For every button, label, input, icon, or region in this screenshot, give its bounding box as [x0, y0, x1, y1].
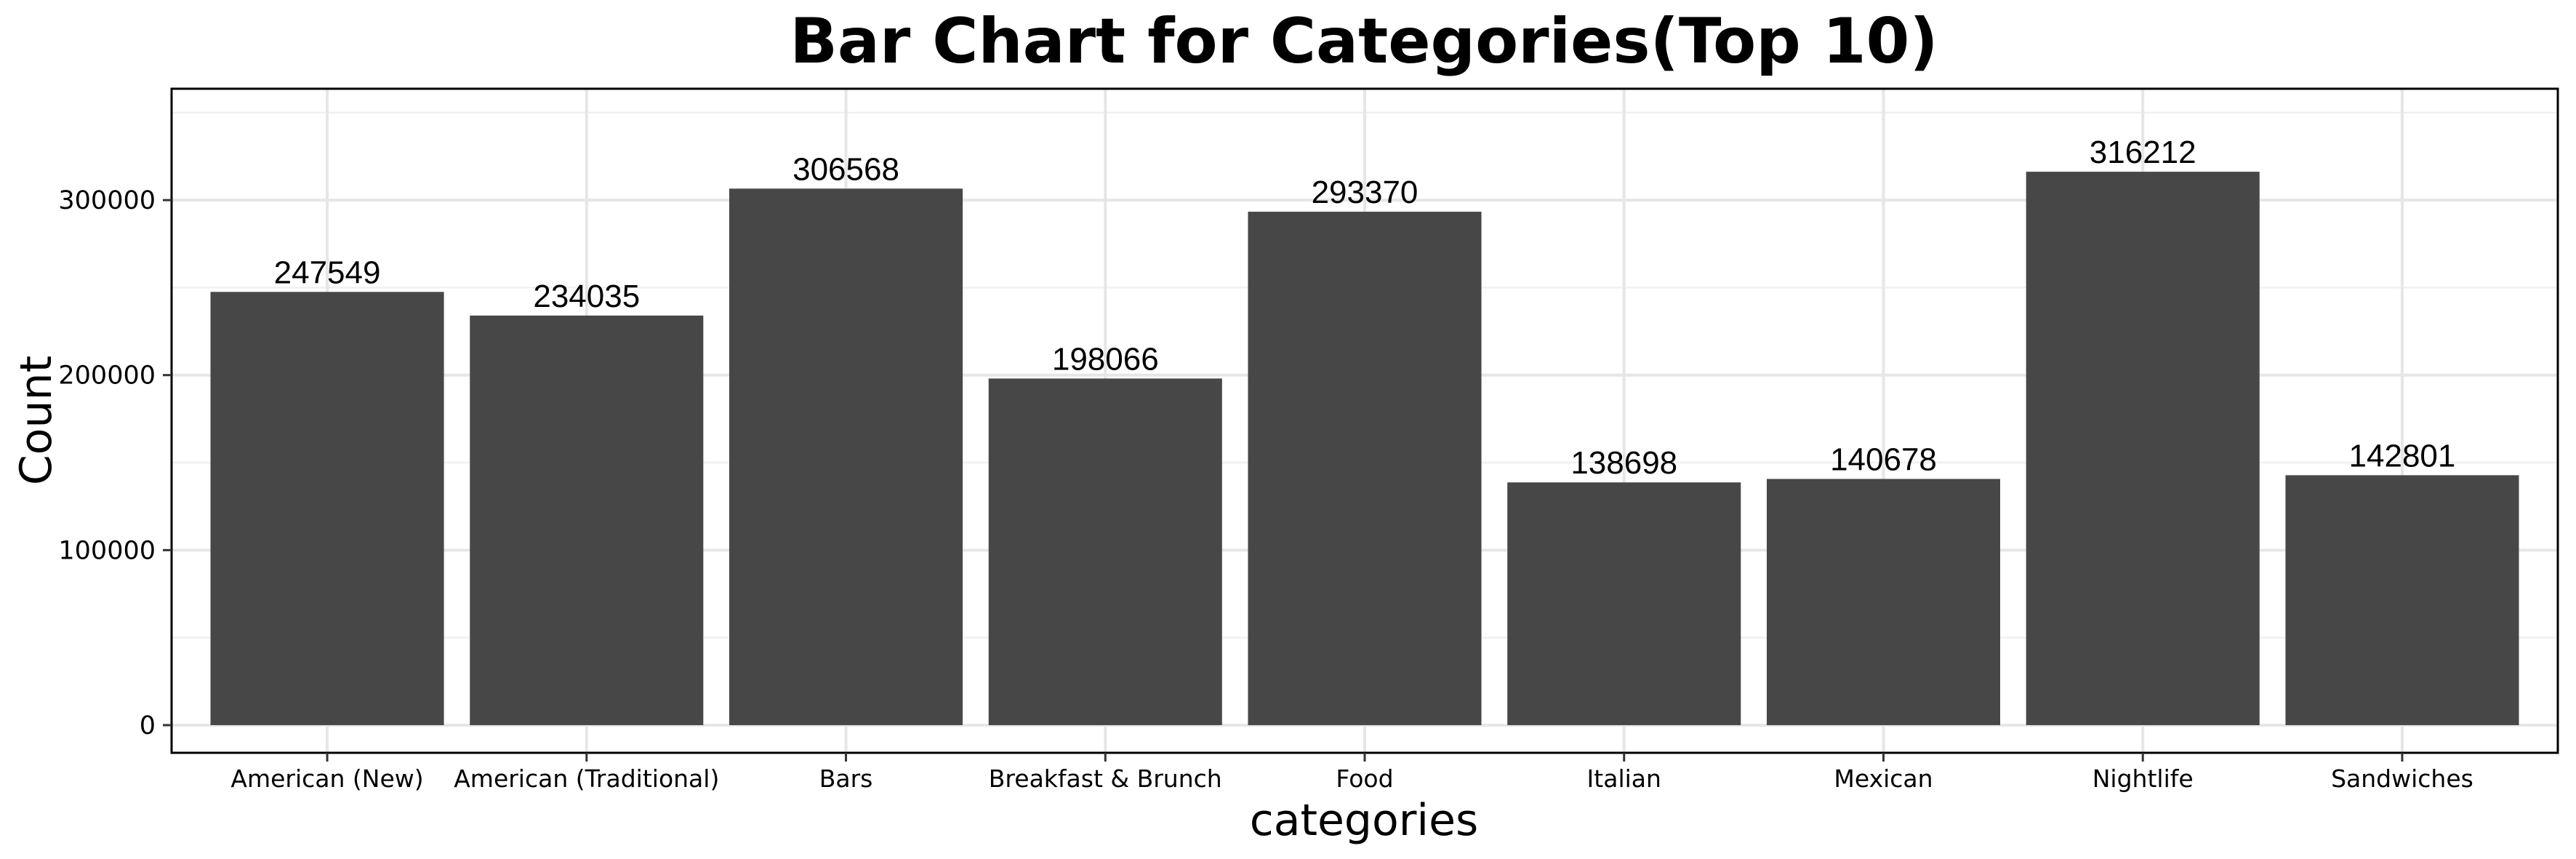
bar [2026, 172, 2260, 725]
x-tick-label: Mexican [1834, 764, 1933, 793]
x-tick-label: Food [1336, 764, 1393, 793]
data-label: 138698 [1570, 445, 1677, 481]
y-axis-title: Count [11, 356, 62, 485]
data-label: 316212 [2090, 135, 2196, 170]
bar [2285, 475, 2519, 725]
x-tick-label: Bars [819, 764, 873, 793]
x-tick-label: American (Traditional) [454, 764, 719, 793]
y-axis: 0 100000 200000 300000 [58, 186, 172, 740]
data-label: 293370 [1312, 175, 1419, 210]
data-label: 306568 [793, 151, 899, 187]
y-tick-label: 0 [140, 711, 156, 740]
data-labels: 247549 234035 306568 198066 293370 138698 1406… [274, 135, 2456, 481]
x-tick-label: Sandwiches [2331, 764, 2473, 793]
data-label: 142801 [2349, 438, 2456, 474]
data-label: 140678 [1830, 442, 1937, 477]
bar [1248, 212, 1482, 725]
bar [729, 188, 963, 725]
bar [1766, 479, 2001, 725]
y-tick-label: 200000 [58, 361, 156, 391]
x-tick-label: Italian [1587, 764, 1661, 793]
data-label: 247549 [274, 255, 381, 290]
x-axis: American (New) American (Traditional) Bars… [230, 753, 2473, 793]
bar [210, 292, 444, 725]
bar [1507, 482, 1741, 725]
chart-title: Bar Chart for Categories(Top 10) [790, 5, 1938, 78]
x-tick-label: Breakfast & Brunch [989, 764, 1222, 793]
bar [988, 378, 1222, 725]
data-label: 234035 [533, 279, 640, 314]
y-tick-label: 100000 [58, 536, 156, 565]
bars [210, 172, 2519, 725]
y-tick-label: 300000 [58, 186, 156, 215]
x-tick-label: Nightlife [2093, 764, 2194, 793]
x-tick-label: American (New) [230, 764, 423, 793]
bar [470, 315, 704, 725]
data-label: 198066 [1052, 341, 1159, 377]
x-axis-title: categories [1250, 795, 1479, 846]
